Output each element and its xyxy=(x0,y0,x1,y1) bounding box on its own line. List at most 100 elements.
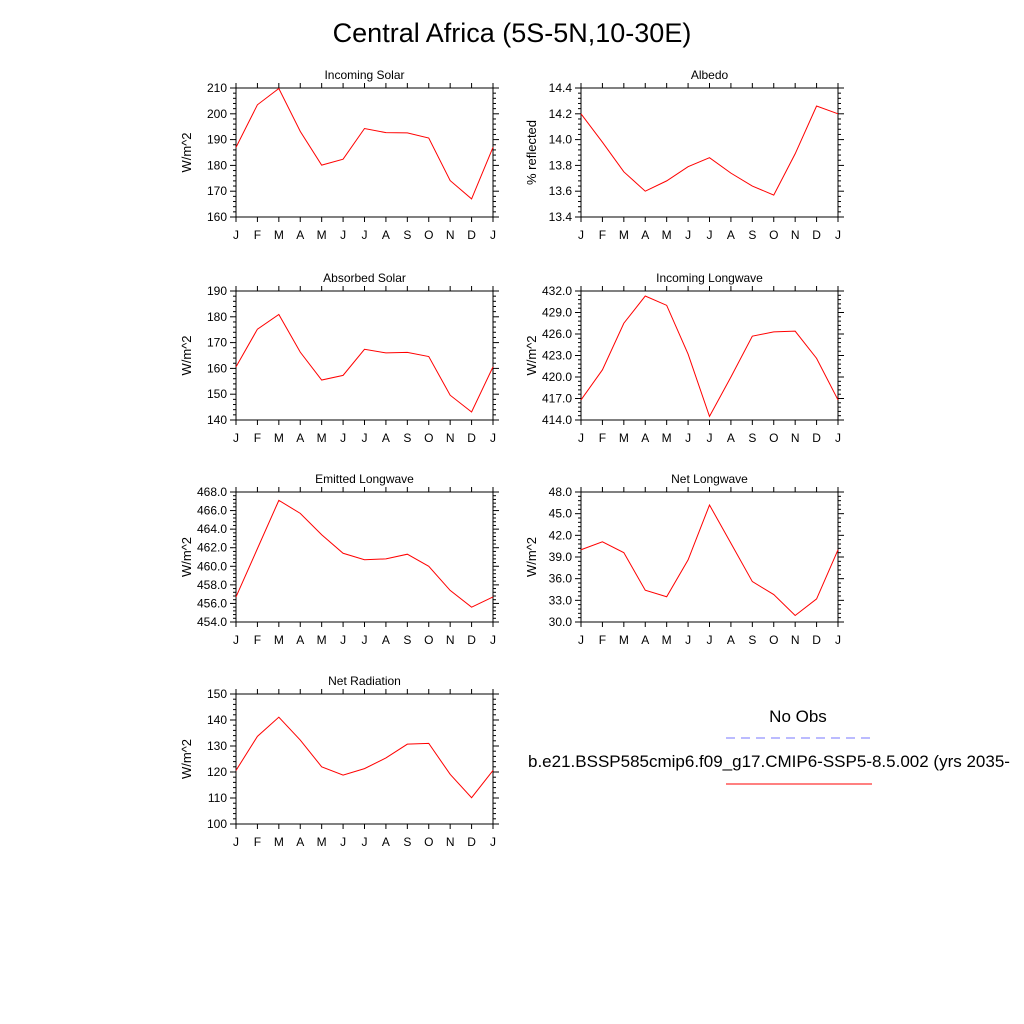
x-tick-label: J xyxy=(707,228,713,242)
y-tick-label: 13.4 xyxy=(549,210,573,224)
y-tick-label: 36.0 xyxy=(549,572,573,586)
x-tick-label: S xyxy=(748,633,756,647)
x-tick-label: J xyxy=(578,633,584,647)
y-axis-label: W/m^2 xyxy=(179,335,194,375)
x-tick-label: F xyxy=(599,228,606,242)
y-axis-label: % reflected xyxy=(524,120,539,185)
x-tick-label: A xyxy=(296,633,304,647)
y-tick-label: 170 xyxy=(207,336,227,350)
x-tick-label: J xyxy=(490,835,496,849)
x-tick-label: O xyxy=(769,431,778,445)
y-tick-label: 180 xyxy=(207,310,227,324)
plot-frame xyxy=(580,87,839,218)
legend-obs-label: No Obs xyxy=(769,707,827,726)
x-tick-label: A xyxy=(382,431,390,445)
x-tick-label: M xyxy=(662,228,672,242)
y-tick-label: 180 xyxy=(207,158,227,172)
x-tick-label: N xyxy=(446,431,455,445)
series-line xyxy=(235,499,494,608)
x-tick-label: A xyxy=(727,228,735,242)
x-tick-label: S xyxy=(403,633,411,647)
x-tick-label: N xyxy=(791,228,800,242)
y-tick-label: 160 xyxy=(207,210,227,224)
x-tick-label: J xyxy=(362,431,368,445)
panel-title: Absorbed Solar xyxy=(323,271,406,285)
x-tick-label: F xyxy=(599,633,606,647)
y-tick-label: 14.4 xyxy=(549,81,573,95)
x-tick-label: M xyxy=(662,431,672,445)
x-tick-label: S xyxy=(403,835,411,849)
y-tick-label: 45.0 xyxy=(549,507,573,521)
y-tick-label: 48.0 xyxy=(549,485,573,499)
y-tick-label: 454.0 xyxy=(197,615,227,629)
x-tick-label: F xyxy=(254,835,261,849)
x-tick-label: M xyxy=(619,633,629,647)
panel-title: Net Radiation xyxy=(328,674,401,688)
x-tick-label: J xyxy=(233,431,239,445)
x-tick-label: J xyxy=(340,633,346,647)
panel-title: Incoming Solar xyxy=(324,68,404,82)
x-tick-label: A xyxy=(382,835,390,849)
x-tick-label: J xyxy=(233,633,239,647)
x-tick-label: J xyxy=(835,228,841,242)
x-tick-label: O xyxy=(769,228,778,242)
y-tick-label: 150 xyxy=(207,387,227,401)
x-tick-label: M xyxy=(619,228,629,242)
x-tick-label: O xyxy=(424,431,433,445)
plot-frame xyxy=(235,693,494,825)
y-tick-label: 464.0 xyxy=(197,522,227,536)
x-tick-label: F xyxy=(254,633,261,647)
series-line xyxy=(235,716,494,799)
x-tick-label: M xyxy=(274,431,284,445)
x-tick-label: J xyxy=(362,835,368,849)
x-tick-label: M xyxy=(317,228,327,242)
x-tick-label: M xyxy=(619,431,629,445)
y-tick-label: 110 xyxy=(208,791,227,805)
y-tick-label: 140 xyxy=(207,413,227,427)
y-tick-label: 150 xyxy=(207,687,227,701)
y-tick-label: 466.0 xyxy=(197,504,227,518)
y-tick-label: 468.0 xyxy=(197,485,227,499)
y-tick-label: 456.0 xyxy=(197,596,227,610)
panel-title: Incoming Longwave xyxy=(656,271,763,285)
x-tick-label: J xyxy=(340,835,346,849)
series-line xyxy=(580,295,839,418)
y-axis-label: W/m^2 xyxy=(179,537,194,577)
legend-model-label: b.e21.BSSP585cmip6.f09_g17.CMIP6-SSP5-8.… xyxy=(528,752,1010,771)
x-tick-label: M xyxy=(274,228,284,242)
series-line xyxy=(235,87,494,200)
x-tick-label: S xyxy=(748,431,756,445)
y-tick-label: 130 xyxy=(207,739,227,753)
x-tick-label: J xyxy=(578,431,584,445)
x-tick-label: O xyxy=(769,633,778,647)
y-tick-label: 423.0 xyxy=(542,349,572,363)
y-tick-label: 170 xyxy=(207,184,227,198)
x-tick-label: A xyxy=(296,431,304,445)
x-tick-label: J xyxy=(233,835,239,849)
x-tick-label: J xyxy=(362,228,368,242)
x-tick-label: M xyxy=(662,633,672,647)
y-tick-label: 458.0 xyxy=(197,578,227,592)
y-tick-label: 462.0 xyxy=(197,541,227,555)
y-tick-label: 426.0 xyxy=(542,327,572,341)
x-tick-label: O xyxy=(424,633,433,647)
x-tick-label: A xyxy=(382,228,390,242)
y-tick-label: 190 xyxy=(207,284,227,298)
y-tick-label: 210 xyxy=(207,81,227,95)
y-tick-label: 420.0 xyxy=(542,370,572,384)
x-tick-label: J xyxy=(490,228,496,242)
y-tick-label: 200 xyxy=(207,107,227,121)
y-tick-label: 120 xyxy=(207,765,227,779)
x-tick-label: A xyxy=(296,835,304,849)
x-tick-label: M xyxy=(274,835,284,849)
x-tick-label: J xyxy=(490,431,496,445)
panel-title: Net Longwave xyxy=(671,472,748,486)
legend: No Obs b.e21.BSSP585cmip6.f09_g17.CMIP6-… xyxy=(528,707,1010,785)
x-tick-label: M xyxy=(317,633,327,647)
x-tick-label: D xyxy=(467,633,476,647)
